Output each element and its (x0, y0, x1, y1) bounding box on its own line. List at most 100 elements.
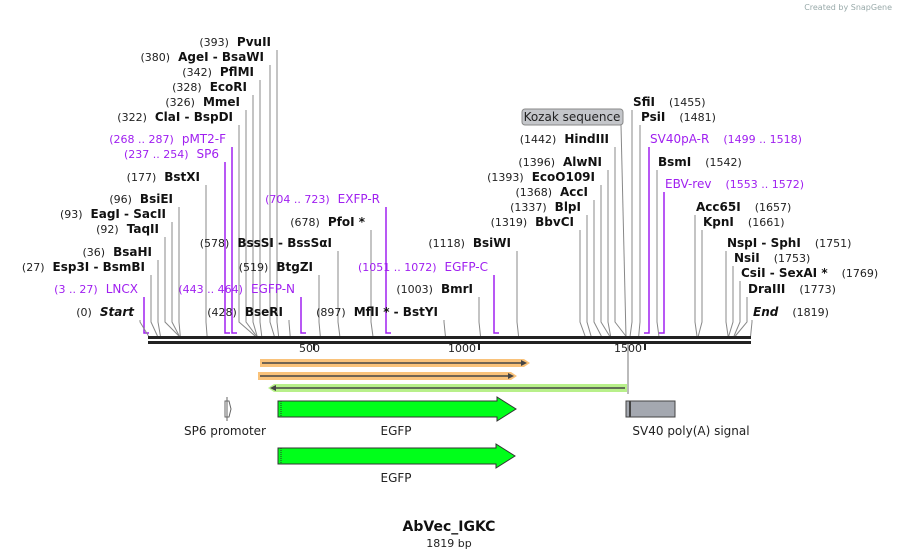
enzyme-site-label[interactable]: (328) EcoRI (172, 80, 247, 94)
egfp-feature-2[interactable]: EGFP (277, 443, 516, 485)
site-name: BmrI (441, 282, 473, 296)
enzyme-site-label[interactable]: Acc65I (1657) (696, 200, 791, 214)
site-position: (1003) (396, 283, 433, 296)
site-line (318, 275, 321, 337)
site-name: BlpI (555, 200, 581, 214)
site-position: (268 .. 287) (109, 133, 174, 146)
enzyme-site-label[interactable]: (1118) BsiWI (428, 236, 511, 250)
primer-label[interactable]: SV40pA-R (1499 .. 1518) (650, 132, 802, 146)
site-name: MmeI (203, 95, 240, 109)
site-position: (93) (60, 208, 83, 221)
enzyme-site-label[interactable]: CsiI - SexAI * (1769) (741, 266, 878, 280)
site-name: PflMI (220, 65, 254, 79)
site-position: (1442) (520, 133, 557, 146)
kozak-label[interactable]: Kozak sequence (521, 108, 627, 338)
site-position: (1337) (510, 201, 547, 214)
enzyme-site-label[interactable]: (177) BstXI (127, 170, 200, 184)
site-line (750, 320, 753, 337)
primer-label[interactable]: (237 .. 254) SP6 (124, 147, 219, 161)
enzyme-site-label[interactable]: PsiI (1481) (641, 110, 716, 124)
site-line (638, 125, 641, 337)
orf-forward-2[interactable] (258, 372, 517, 380)
enzyme-site-label[interactable]: (92) TaqII (96, 222, 159, 236)
enzyme-site-label[interactable]: (897) MflI * - BstYI (316, 305, 438, 319)
enzyme-site-label[interactable]: (1003) BmrI (396, 282, 473, 296)
primer-label[interactable]: (704 .. 723) EXFP-R (265, 192, 380, 206)
site-position: (1396) (518, 156, 555, 169)
enzyme-site-label[interactable]: (27) Esp3I - BsmBI (22, 260, 145, 274)
enzyme-site-label[interactable]: (1442) HindIII (520, 132, 609, 146)
site-position: (322) (117, 111, 147, 124)
enzyme-site-label[interactable]: NspI - SphI (1751) (727, 236, 851, 250)
site-line (370, 230, 374, 337)
site-name: EGFP-C (445, 260, 488, 274)
site-position: (237 .. 254) (124, 148, 189, 161)
site-name: End (753, 305, 779, 319)
sv40-polya-feature[interactable]: SV40 poly(A) signal (625, 400, 750, 438)
site-line (143, 297, 149, 334)
ruler-tick-500: 500 (299, 342, 320, 355)
kozak-text: Kozak sequence (524, 110, 621, 124)
primer-label[interactable]: (3 .. 27) LNCX (54, 282, 138, 296)
site-name: BstXI (164, 170, 200, 184)
site-line (644, 147, 650, 334)
site-name: BssSI - BssSαI (237, 236, 332, 250)
enzyme-site-label[interactable]: (578) BssSI - BssSαI (200, 236, 332, 250)
site-line (656, 170, 660, 337)
site-name: EBV-rev (665, 177, 711, 191)
site-position: (1751) (815, 237, 852, 250)
orf-reverse[interactable] (268, 344, 629, 394)
site-line (629, 110, 633, 337)
site-name: SP6 (197, 147, 220, 161)
ruler-tick-1000: 1000 (448, 342, 476, 355)
primer-label[interactable]: (268 .. 287) pMT2-F (109, 132, 226, 146)
site-line (579, 230, 586, 337)
sequence-end-label[interactable]: (0) Start (76, 305, 135, 319)
site-line (178, 207, 181, 337)
site-line (224, 162, 230, 334)
enzyme-site-label[interactable]: (36) BsaHI (83, 245, 153, 259)
snapgene-credit: Created by SnapGene (804, 3, 892, 12)
sp6-promoter-feature[interactable]: SP6 promoter (184, 397, 266, 438)
site-line (659, 192, 665, 334)
enzyme-site-label[interactable]: (96) BsiEI (109, 192, 173, 206)
site-name: CsiI - SexAI * (741, 266, 828, 280)
enzyme-site-label[interactable]: (1368) AccI (515, 185, 588, 199)
site-position: (1542) (705, 156, 742, 169)
backbone-top-strand (148, 336, 751, 339)
enzyme-site-label[interactable]: (678) PfoI * (290, 215, 365, 229)
enzyme-site-label[interactable]: BsmI (1542) (658, 155, 742, 169)
orf-forward-1[interactable] (260, 359, 530, 367)
enzyme-site-label[interactable]: (342) PflMI (182, 65, 254, 79)
enzyme-site-label[interactable]: (322) ClaI - BspDI (117, 110, 233, 124)
site-line (734, 297, 748, 337)
site-name: BbvCI (535, 215, 574, 229)
egfp-feature-1[interactable]: EGFP (277, 396, 517, 438)
primer-label[interactable]: (443 .. 464) EGFP-N (178, 282, 295, 296)
enzyme-site-label[interactable]: (1319) BbvCI (491, 215, 574, 229)
enzyme-site-label[interactable]: (393) PvuII (199, 35, 271, 49)
enzyme-site-label[interactable]: (380) AgeI - BsaWI (141, 50, 265, 64)
site-position: (1769) (842, 267, 879, 280)
sequence-end-label[interactable]: End (1819) (753, 305, 829, 319)
site-line (725, 251, 729, 337)
enzyme-site-label[interactable]: SfiI (1455) (633, 95, 706, 109)
enzyme-site-label[interactable]: (1393) EcoO109I (487, 170, 595, 184)
site-line (157, 260, 161, 337)
primer-label[interactable]: EBV-rev (1553 .. 1572) (665, 177, 804, 191)
site-position: (578) (200, 237, 230, 250)
enzyme-site-label[interactable]: (519) BtgZI (239, 260, 313, 274)
enzyme-site-label[interactable]: (1337) BlpI (510, 200, 581, 214)
enzyme-site-label[interactable]: (1396) AlwNI (518, 155, 602, 169)
enzyme-site-label[interactable]: NsiI (1753) (734, 251, 810, 265)
enzyme-site-label[interactable]: (93) EagI - SacII (60, 207, 166, 221)
enzyme-site-label[interactable]: (326) MmeI (165, 95, 240, 109)
site-line (288, 320, 291, 337)
site-name: ClaI - BspDI (155, 110, 233, 124)
enzyme-site-label[interactable]: KpnI (1661) (703, 215, 784, 229)
enzyme-site-label[interactable]: DraIII (1773) (748, 282, 836, 296)
enzyme-site-label[interactable]: (428) BseRI (207, 305, 283, 319)
site-name: BseRI (245, 305, 283, 319)
primer-label[interactable]: (1051 .. 1072) EGFP-C (358, 260, 488, 274)
site-position: (1393) (487, 171, 524, 184)
